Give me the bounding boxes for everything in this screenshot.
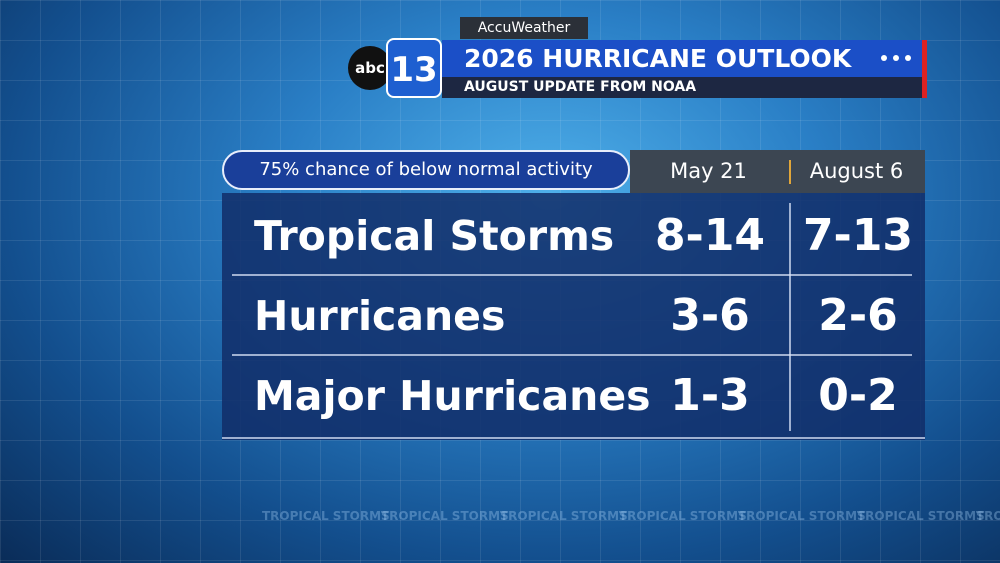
note-pill: 75% chance of below normal activity — [222, 150, 630, 190]
background-text: TROPICAL STORMS — [500, 509, 628, 523]
row-label: Major Hurricanes — [254, 372, 651, 420]
column-divider — [789, 160, 791, 184]
background-text: TROPICAL STORMS — [262, 509, 390, 523]
row-line — [232, 354, 912, 356]
cell-value: 1-3 — [670, 370, 750, 421]
subtitle: AUGUST UPDATE FROM NOAA — [442, 77, 924, 98]
cell-value: 8-14 — [654, 210, 766, 261]
more-icon[interactable] — [878, 52, 914, 64]
background-text: TROPICAL STORMS — [976, 509, 1000, 523]
background-text: TROPICAL STORMS — [381, 509, 509, 523]
network-logo: abc — [348, 46, 392, 90]
table-divider — [789, 203, 791, 431]
column-header: May 21 August 6 — [630, 150, 925, 193]
cell-value: 2-6 — [818, 290, 898, 341]
background-text: TROPICAL STORMS — [619, 509, 747, 523]
accuweather-tag: AccuWeather — [460, 17, 588, 39]
channel-logo: 13 — [386, 38, 442, 98]
cell-value: 0-2 — [818, 370, 898, 421]
row-line — [232, 274, 912, 276]
cell-value: 7-13 — [802, 210, 914, 261]
row-line — [222, 437, 925, 439]
cell-value: 3-6 — [670, 290, 750, 341]
title: 2026 HURRICANE OUTLOOK — [442, 40, 924, 77]
table-body — [222, 193, 925, 440]
column-label: May 21 — [670, 159, 747, 183]
row-label: Tropical Storms — [254, 212, 615, 260]
column-label: August 6 — [809, 159, 904, 183]
background-text: TROPICAL STORMS — [738, 509, 866, 523]
accent-bar — [922, 40, 927, 98]
background-text: TROPICAL STORMS — [857, 509, 985, 523]
row-label: Hurricanes — [254, 292, 506, 340]
